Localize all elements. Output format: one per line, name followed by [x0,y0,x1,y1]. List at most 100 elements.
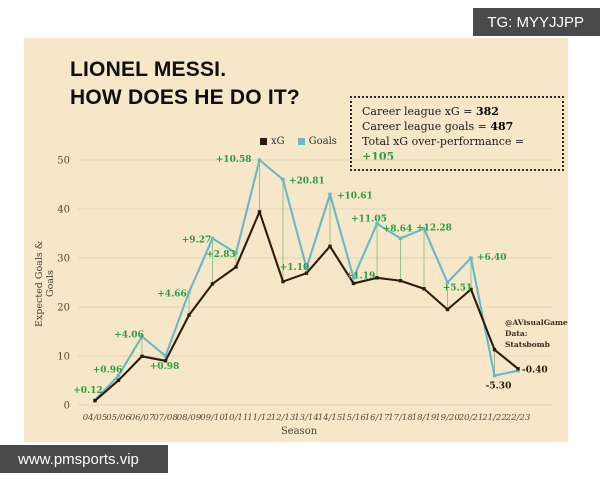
x-tick-label: 14/15 [318,413,343,423]
goals-line-marker [445,280,450,285]
x-tick-label: 06/07 [130,413,155,423]
credit-watermark: @AVisualGame Data: Statsbomb [505,317,568,350]
credit-author: @AVisualGame [505,318,568,327]
xg-line [94,210,519,402]
stats-value-xg: 382 [475,105,499,118]
goals-line-marker [187,290,191,294]
diff-annotation: +2.83 [206,250,235,260]
diff-annotation: -0.40 [522,366,548,376]
x-tick-label: 08/09 [177,413,202,423]
x-tick-label: 15/16 [341,413,366,423]
xg-line-marker [516,367,520,371]
goals-line-marker [210,236,215,241]
diff-annotation: -5.30 [486,382,512,392]
diff-annotation: +20.81 [289,177,325,187]
x-tick-label: 12/13 [271,413,296,423]
y-tick-label: 50 [57,156,70,167]
title-line1: LIONEL MESSI. [70,58,227,81]
xg-line-marker [163,359,168,363]
xg-line-marker [328,244,332,248]
y-tick-label: 0 [64,401,70,412]
x-tick-label: 19/20 [435,413,460,423]
diff-annotation: +1.10 [280,263,309,273]
x-tick-label: 17/18 [388,413,413,423]
xg-swatch-icon [260,138,267,145]
xg-line-marker [234,265,238,269]
goals-line-marker [234,251,238,255]
goals-line-marker [375,222,379,226]
goals-line-marker [351,275,356,280]
xg-line-marker [140,354,144,358]
x-tick-label: 07/08 [153,413,178,423]
goals-line-marker [328,192,332,196]
diff-annotation: +11.05 [351,215,387,225]
diff-annotation: +0.96 [93,366,122,376]
xg-line-marker [187,313,191,317]
diff-annotation: +0.12 [73,386,102,396]
xg-line-marker [116,378,121,383]
diff-annotation: +9.27 [182,235,211,245]
goals-line-marker [257,158,262,162]
xg-goals-line-chart: 0 10 20 30 40 50 04/05 05/06 06/07 07/08 08/09 09/1… [57,155,552,423]
chart-legend: xG Goals [260,136,337,147]
goals-line-marker [140,334,144,339]
x-tick-label: 21/22 [481,413,507,423]
stats-label: Career league goals = [362,120,491,133]
legend-label-xg: xG [271,136,285,147]
website-badge: www.pmsports.vip [0,445,168,473]
goals-line-marker [398,236,403,241]
xg-line-marker [304,271,309,275]
y-tick-label: 20 [57,303,70,314]
y-tick-label: 40 [57,205,70,216]
stats-row-xg: Career league xG = 382 [362,104,552,119]
xg-line-marker [398,279,403,283]
diff-annotation: +8.64 [383,224,412,234]
stats-label: Career league xG = [362,105,476,118]
x-tick-label: 18/19 [412,413,437,423]
stats-value-goals: 487 [490,120,514,133]
y-tick-label: 10 [57,352,70,363]
diff-annotation: +0.98 [150,362,179,372]
stats-row-goals: Career league goals = 487 [362,119,552,134]
x-tick-label: 05/06 [106,413,131,423]
x-tick-label: 11/12 [247,413,272,423]
legend-item-xg: xG [260,136,285,147]
goals-line-marker [492,373,497,378]
diff-annotation: +1.19 [346,272,375,282]
x-tick-label: 20/21 [458,413,484,423]
page-title: LIONEL MESSI. HOW DOES HE DO IT? [70,56,300,112]
diff-annotation: +10.58 [216,155,252,165]
xg-line-marker [93,398,97,403]
diff-annotation: +4.66 [157,289,186,299]
telegram-badge: TG: MYYJJPP [473,8,600,36]
xg-line-marker [375,276,379,280]
legend-item-goals: Goals [297,136,337,147]
credit-source: Data: Statsbomb [505,329,550,349]
xg-line-marker [210,282,215,286]
diff-annotation: +4.06 [114,330,143,340]
xg-line-marker [257,210,262,214]
diff-annotation: +12.28 [416,224,452,234]
x-tick-label: 22/23 [505,413,531,423]
x-axis-label: Season [280,426,318,437]
legend-label-goals: Goals [308,136,337,147]
diff-annotation: +10.61 [337,191,373,201]
goals-line-marker [116,373,121,378]
y-tick-label: 30 [57,254,70,265]
x-tick-label: 10/11 [224,413,249,423]
diff-annotation: +5.51 [443,284,472,294]
x-tick-label: 16/17 [365,413,390,423]
xg-line-marker [351,281,356,286]
title-line2: HOW DOES HE DO IT? [70,86,300,109]
x-tick-label: 04/05 [83,413,108,423]
goals-line-marker [469,256,473,260]
goals-line-marker [516,369,520,373]
goals-line-marker [422,226,426,231]
goals-line-marker [304,266,309,270]
xg-line-marker [492,347,497,352]
infographic-card: LIONEL MESSI. HOW DOES HE DO IT? Career … [24,38,568,442]
x-tick-label: 13/14 [294,413,319,423]
goals-swatch-icon [297,138,305,145]
x-tick-label: 09/10 [200,413,225,423]
